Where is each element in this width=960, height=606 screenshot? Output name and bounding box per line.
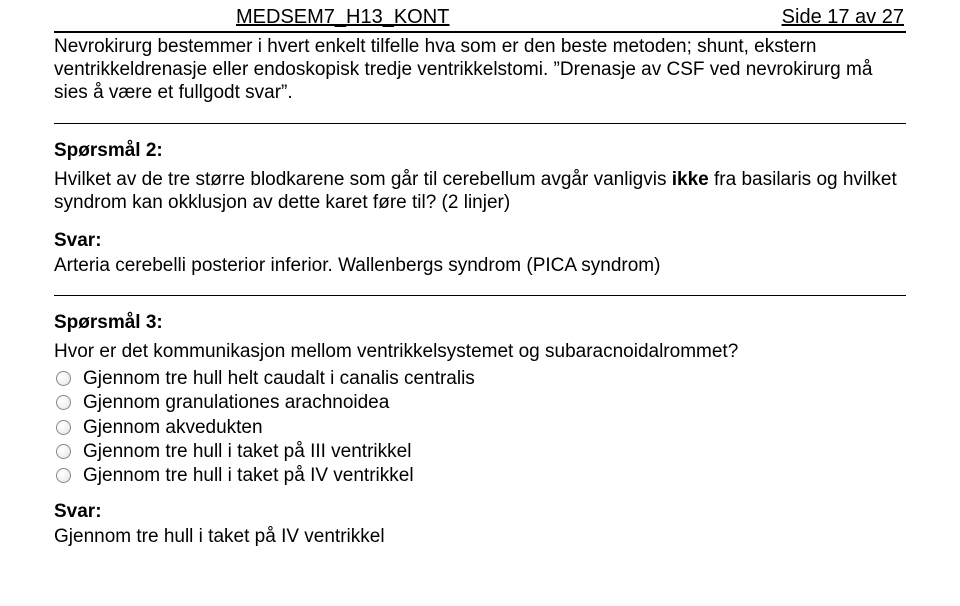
- radio-icon[interactable]: [56, 468, 71, 483]
- option-label: Gjennom tre hull i taket på III ventrikk…: [83, 440, 411, 463]
- option-label: Gjennom tre hull i taket på IV ventrikke…: [83, 464, 414, 487]
- answer-2-text: Arteria cerebelli posterior inferior. Wa…: [54, 254, 906, 277]
- question-3-label: Spørsmål 3:: [54, 312, 906, 334]
- radio-icon[interactable]: [56, 444, 71, 459]
- option-row[interactable]: Gjennom tre hull i taket på III ventrikk…: [54, 440, 906, 463]
- page-header: MEDSEM7_H13_KONT Side 17 av 27: [54, 6, 906, 33]
- radio-icon[interactable]: [56, 395, 71, 410]
- option-label: Gjennom granulationes arachnoidea: [83, 391, 389, 414]
- answer-3-label: Svar:: [54, 501, 906, 523]
- question-3-text: Hvor er det kommunikasjon mellom ventrik…: [54, 340, 906, 363]
- radio-icon[interactable]: [56, 420, 71, 435]
- separator-2: [54, 295, 906, 296]
- option-row[interactable]: Gjennom tre hull i taket på IV ventrikke…: [54, 464, 906, 487]
- q2-bold: ikke: [672, 169, 709, 190]
- question-2-label: Spørsmål 2:: [54, 140, 906, 162]
- option-row[interactable]: Gjennom akvedukten: [54, 416, 906, 439]
- option-label: Gjennom tre hull helt caudalt i canalis …: [83, 367, 475, 390]
- doc-title: MEDSEM7_H13_KONT: [236, 6, 449, 29]
- option-label: Gjennom akvedukten: [83, 416, 263, 439]
- q2-pre: Hvilket av de tre større blodkarene som …: [54, 169, 672, 190]
- question-3-options: Gjennom tre hull helt caudalt i canalis …: [54, 367, 906, 487]
- radio-icon[interactable]: [56, 371, 71, 386]
- option-row[interactable]: Gjennom tre hull helt caudalt i canalis …: [54, 367, 906, 390]
- option-row[interactable]: Gjennom granulationes arachnoidea: [54, 391, 906, 414]
- answer-3-text: Gjennom tre hull i taket på IV ventrikke…: [54, 525, 906, 548]
- answer-2-label: Svar:: [54, 230, 906, 252]
- question-2-text: Hvilket av de tre større blodkarene som …: [54, 168, 906, 214]
- intro-paragraph: Nevrokirurg bestemmer i hvert enkelt til…: [54, 35, 906, 105]
- page-container: MEDSEM7_H13_KONT Side 17 av 27 Nevrokiru…: [0, 0, 960, 548]
- page-number: Side 17 av 27: [782, 6, 904, 29]
- separator-1: [54, 123, 906, 124]
